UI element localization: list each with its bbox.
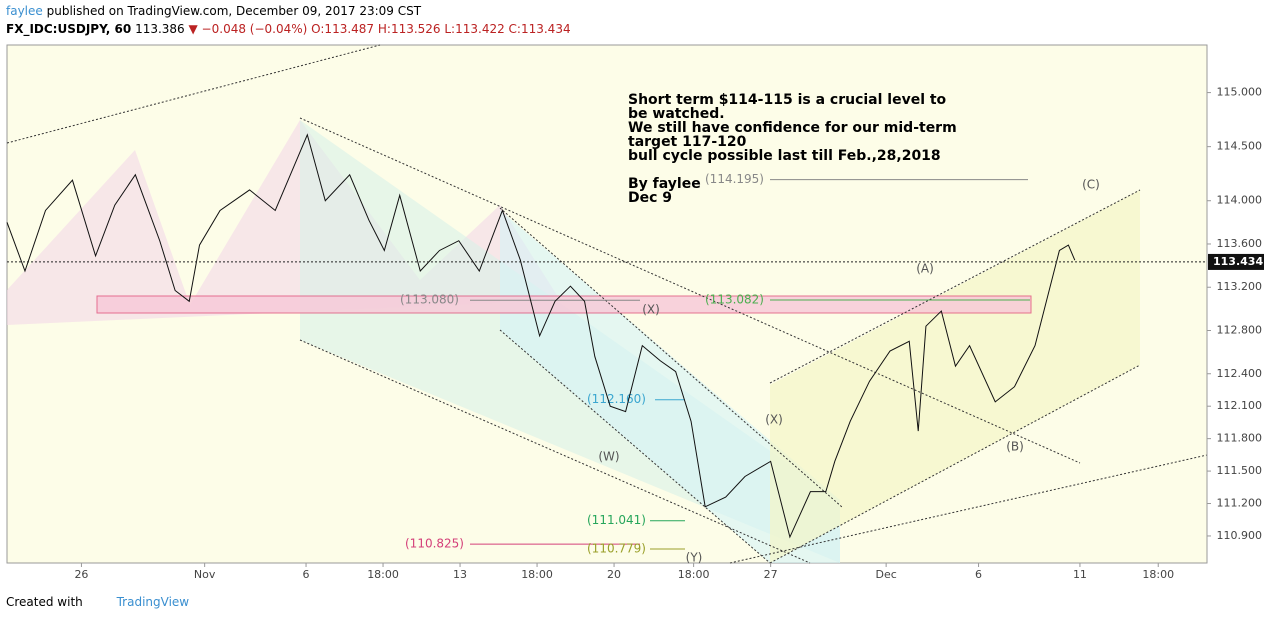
publish-line: faylee published on TradingView.com, Dec…: [6, 4, 421, 18]
note-line: Short term $114-115 is a crucial level t…: [628, 92, 947, 108]
current-price-box: [1208, 253, 1264, 270]
x-tick-label: 11: [1073, 568, 1087, 581]
channel-fill: [770, 190, 1140, 563]
y-tick-label: 112.400: [1217, 367, 1263, 380]
level-label: (114.195): [705, 172, 764, 186]
trendlines: [6, 44, 1208, 564]
y-tick-label: 112.100: [1217, 399, 1263, 412]
wave-label: (C): [1082, 178, 1100, 192]
level-label: (113.080): [400, 293, 459, 307]
y-tick-label: 114.500: [1217, 140, 1263, 153]
level-label: (112.160): [587, 392, 646, 406]
wave-label: (W): [598, 450, 619, 464]
level-label: (110.779): [587, 542, 646, 556]
change: ▼ −0.048 (−0.04%): [188, 22, 308, 36]
zone: [96, 295, 1032, 314]
note-line: target 117-120: [628, 134, 747, 150]
y-tick-label: 115.000: [1217, 86, 1263, 99]
x-tick-label: Dec: [875, 568, 896, 581]
x-tick-label: 27: [764, 568, 778, 581]
level-label: (111.041): [587, 513, 646, 527]
wave-label: (B): [1006, 440, 1024, 454]
x-tick-label: 18:00: [521, 568, 553, 581]
y-tick-label: 113.200: [1217, 280, 1263, 293]
symbol: FX_IDC:USDJPY, 60: [6, 22, 132, 36]
wave-label: (Y): [686, 551, 703, 565]
note-line: be watched.: [628, 106, 725, 122]
symbol-line: FX_IDC:USDJPY, 60 113.386 ▼ −0.048 (−0.0…: [6, 22, 571, 36]
wave-labels: (A) (B) (C) (X) (X) (W) (Y): [598, 178, 1099, 565]
x-tick-label: 18:00: [367, 568, 399, 581]
x-tick-label: 6: [303, 568, 310, 581]
byline: Dec 9: [628, 190, 672, 206]
price-line: [6, 133, 1076, 539]
x-tick-label: 26: [74, 568, 88, 581]
wave-label: (X): [765, 413, 783, 427]
ohlc: O:113.487 H:113.526 L:113.422 C:113.434: [311, 22, 571, 36]
note: Short term $114-115 is a crucial level t…: [628, 92, 957, 206]
y-tick-label: 111.800: [1217, 432, 1263, 445]
pattern-shape: [7, 120, 560, 325]
note-line: We still have confidence for our mid-ter…: [628, 120, 957, 136]
x-tick-label: 18:00: [1142, 568, 1174, 581]
y-tick-label: 111.200: [1217, 497, 1263, 510]
created: Created with: [6, 595, 83, 609]
y-tick-label: 114.000: [1217, 194, 1263, 207]
x-tick-label: 18:00: [678, 568, 710, 581]
note-line: bull cycle possible last till Feb.,28,20…: [628, 148, 941, 164]
y-tick-label: 113.600: [1217, 237, 1263, 250]
level-label: (110.825): [405, 537, 464, 551]
chart: Short term $114-115 is a crucial level t…: [6, 44, 1264, 581]
level-label: (113.082): [705, 292, 764, 306]
x-tick-label: 13: [453, 568, 467, 581]
x-tick-label: 6: [975, 568, 982, 581]
x-tick-label: Nov: [194, 568, 216, 581]
y-tick-label: 112.800: [1217, 323, 1263, 336]
y-tick-label: 111.500: [1217, 464, 1263, 477]
author[interactable]: faylee: [6, 4, 43, 18]
wave-label: (A): [916, 262, 934, 276]
footer: Created with TradingView: [6, 595, 189, 609]
last: 113.386: [135, 22, 185, 36]
y-tick-label: 110.900: [1217, 529, 1263, 542]
published: published on TradingView.com, December 0…: [46, 4, 422, 18]
current-price-label: 113.434: [1213, 255, 1263, 268]
brand[interactable]: TradingView: [116, 595, 190, 609]
wave-label: (X): [642, 303, 660, 317]
x-tick-label: 20: [607, 568, 621, 581]
byline: By faylee: [628, 176, 701, 192]
